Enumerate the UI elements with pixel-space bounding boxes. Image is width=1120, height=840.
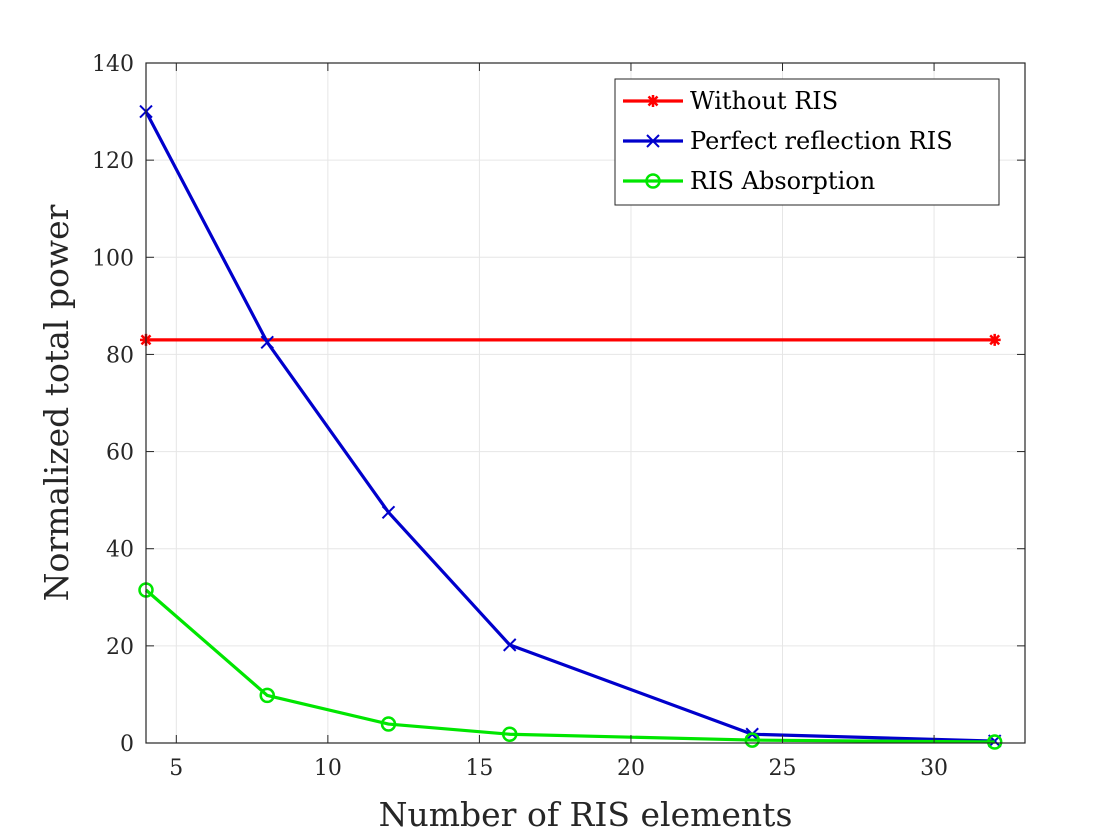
x-tick-label: 5 bbox=[169, 756, 183, 781]
legend-marker bbox=[646, 134, 660, 148]
plot-series bbox=[138, 104, 1003, 750]
legend-item: Without RIS bbox=[623, 87, 838, 115]
legend-label: Without RIS bbox=[690, 87, 838, 115]
legend-marker bbox=[647, 95, 659, 107]
data-point bbox=[988, 333, 1001, 346]
series-line bbox=[144, 588, 995, 744]
y-tick-label: 60 bbox=[106, 441, 134, 466]
y-tick-label: 100 bbox=[92, 246, 134, 271]
legend-item: Perfect reflection RIS bbox=[623, 127, 953, 155]
plot-frame bbox=[145, 62, 1026, 744]
y-axis-title: Normalized total power bbox=[37, 204, 76, 601]
data-point bbox=[501, 726, 518, 743]
y-tick-label: 120 bbox=[92, 149, 134, 174]
data-point bbox=[381, 505, 396, 519]
axis-ticks: 5 10 15 20 25 30 0 20 40 60 80 100 120 140 bbox=[92, 52, 1025, 781]
data-point bbox=[260, 335, 274, 349]
data-point bbox=[503, 638, 517, 652]
data-point bbox=[986, 734, 1003, 750]
data-point bbox=[744, 732, 760, 748]
legend-label: Perfect reflection RIS bbox=[690, 127, 953, 155]
legend-marker bbox=[645, 173, 661, 189]
series-line bbox=[144, 110, 995, 743]
y-tick-label: 80 bbox=[106, 343, 134, 368]
legend-item: RIS Absorption bbox=[623, 167, 875, 195]
legend-label: RIS Absorption bbox=[690, 167, 875, 195]
data-point bbox=[259, 687, 275, 704]
legend: Without RIS Perfect reflection RIS RIS Abs… bbox=[614, 78, 1000, 206]
x-tick-label: 10 bbox=[314, 756, 342, 781]
data-point bbox=[380, 716, 397, 732]
x-tick-label: 15 bbox=[465, 756, 493, 781]
x-tick-label: 30 bbox=[920, 756, 948, 781]
y-tick-label: 140 bbox=[92, 52, 134, 77]
x-tick-label: 25 bbox=[769, 756, 797, 781]
y-tick-label: 20 bbox=[106, 635, 134, 660]
y-tick-label: 0 bbox=[120, 732, 134, 757]
x-tick-label: 20 bbox=[617, 756, 645, 781]
x-axis-title: Number of RIS elements bbox=[379, 795, 793, 834]
y-tick-label: 40 bbox=[106, 538, 134, 563]
